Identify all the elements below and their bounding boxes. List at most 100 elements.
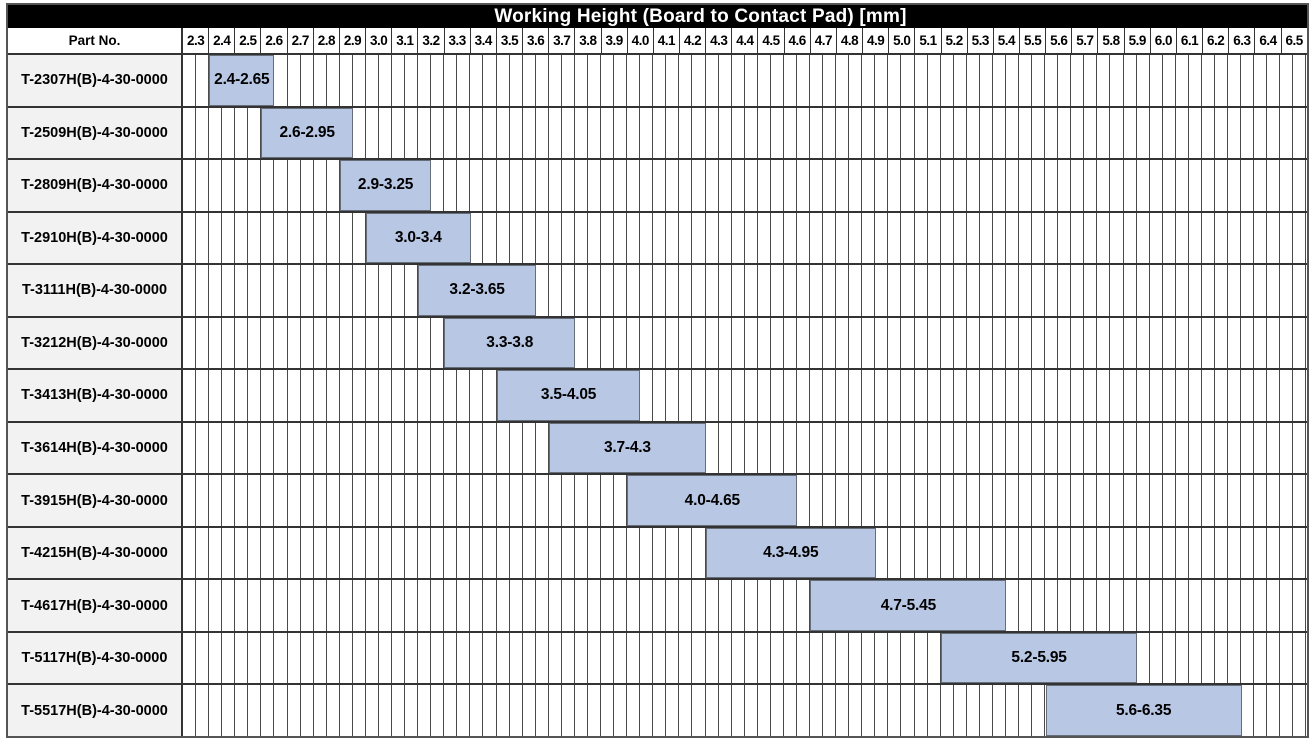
- grid-cell: [706, 370, 719, 421]
- grid-cell: [862, 212, 876, 264]
- grid-cell: [1228, 632, 1242, 684]
- grid-cell: [392, 475, 406, 526]
- grid-cell: [627, 107, 641, 159]
- axis-tick-label: 3.5: [497, 28, 524, 53]
- grid-cell: [732, 685, 745, 736]
- grid-cell: [1163, 265, 1176, 316]
- grid-cell: [575, 160, 588, 211]
- grid-cell: [666, 55, 680, 106]
- axis-tick-label: 5.5: [1020, 28, 1047, 53]
- grid-cell: [340, 580, 353, 631]
- grid-cell: [1189, 212, 1202, 264]
- grid-cell: [418, 527, 432, 579]
- grid-cell: [758, 632, 771, 684]
- grid-cell: [1110, 265, 1124, 316]
- grid-cell: [1189, 527, 1202, 579]
- grid-cell: [366, 107, 379, 159]
- grid-cell: [836, 422, 850, 474]
- axis-tick-label: 3.0: [366, 28, 393, 53]
- grid-cell: [784, 160, 797, 211]
- grid-cell: [1058, 107, 1072, 159]
- grid-cell: [1032, 107, 1046, 159]
- grid-cell: [1163, 317, 1176, 369]
- grid-cell: [928, 107, 941, 159]
- grid-cell: [745, 370, 758, 421]
- grid-cell: [1084, 317, 1098, 369]
- grid-cell: [1150, 55, 1163, 106]
- grid-cell: [732, 55, 745, 106]
- row-grid: 5.6-6.35: [183, 685, 1307, 736]
- grid-cell: [575, 475, 588, 526]
- grid-cell: [248, 685, 262, 736]
- grid-cell: [340, 55, 353, 106]
- grid-cell: [588, 580, 601, 631]
- grid-cell: [653, 632, 667, 684]
- grid-cell: [549, 212, 562, 264]
- grid-cell: [706, 265, 719, 316]
- grid-cell: [915, 685, 928, 736]
- grid-cell: [901, 212, 915, 264]
- grid-cell: [653, 265, 667, 316]
- grid-cell: [836, 317, 850, 369]
- axis-tick-label: 5.6: [1046, 28, 1073, 53]
- grid-cell: [1267, 160, 1281, 211]
- header-row: Part No. 2.3 2.4 2.5 2.6 2.7 2.8 2.9 3.0 3.1 3.2 3…: [8, 28, 1307, 55]
- grid-cell: [1110, 422, 1124, 474]
- grid-cell: [510, 107, 523, 159]
- grid-cell: [274, 212, 288, 264]
- grid-cell: [235, 527, 249, 579]
- grid-cell: [1228, 475, 1242, 526]
- grid-cell: [431, 160, 445, 211]
- grid-cell: [719, 580, 732, 631]
- grid-cell: [588, 632, 601, 684]
- row-grid: 2.4-2.65: [183, 55, 1307, 106]
- grid-cell: [719, 55, 732, 106]
- grid-cell: [797, 475, 810, 526]
- grid-cell: [719, 370, 732, 421]
- grid-cell: [1241, 475, 1255, 526]
- grid-cell: [1137, 422, 1150, 474]
- grid-cell: [523, 527, 536, 579]
- grid-cell: [274, 475, 288, 526]
- axis-tick-label: 4.5: [758, 28, 785, 53]
- grid-cell: [327, 212, 340, 264]
- grid-cell: [470, 370, 484, 421]
- grid-cell: [470, 212, 484, 264]
- grid-cell: [353, 527, 366, 579]
- grid-cell: [261, 317, 275, 369]
- grid-cell: [1267, 527, 1281, 579]
- grid-cell: [666, 212, 680, 264]
- grid-cell: [1124, 212, 1137, 264]
- grid-cell: [679, 55, 693, 106]
- grid-cell: [810, 212, 824, 264]
- table-row: T-2910H(B)-4-30-0000 3.0-3.4: [8, 212, 1307, 266]
- part-no-column-header: Part No.: [8, 28, 183, 53]
- grid-cell: [1071, 475, 1085, 526]
- grid-cell: [483, 475, 497, 526]
- grid-cell: [444, 685, 458, 736]
- grid-cell: [510, 212, 523, 264]
- grid-cell: [1097, 160, 1111, 211]
- grid-cell: [444, 580, 458, 631]
- grid-cell: [575, 685, 588, 736]
- grid-cell: [222, 370, 236, 421]
- grid-cell: [1006, 107, 1019, 159]
- grid-cell: [235, 422, 249, 474]
- grid-cell: [1097, 370, 1111, 421]
- grid-cell: [1215, 317, 1228, 369]
- grid-cell: [588, 160, 601, 211]
- grid-cell: [980, 685, 993, 736]
- table-row: T-3212H(B)-4-30-0000 3.3-3.8: [8, 317, 1307, 371]
- grid-cell: [1019, 527, 1033, 579]
- grid-cell: [849, 212, 863, 264]
- grid-cell: [967, 265, 980, 316]
- grid-cell: [183, 527, 197, 579]
- grid-cell: [1254, 632, 1268, 684]
- grid-cell: [1058, 580, 1072, 631]
- grid-cell: [405, 580, 419, 631]
- grid-cell: [340, 632, 353, 684]
- grid-cell: [836, 370, 850, 421]
- grid-cell: [666, 527, 680, 579]
- table-row: T-5517H(B)-4-30-0000 5.6-6.35: [8, 685, 1307, 736]
- grid-cell: [1189, 370, 1202, 421]
